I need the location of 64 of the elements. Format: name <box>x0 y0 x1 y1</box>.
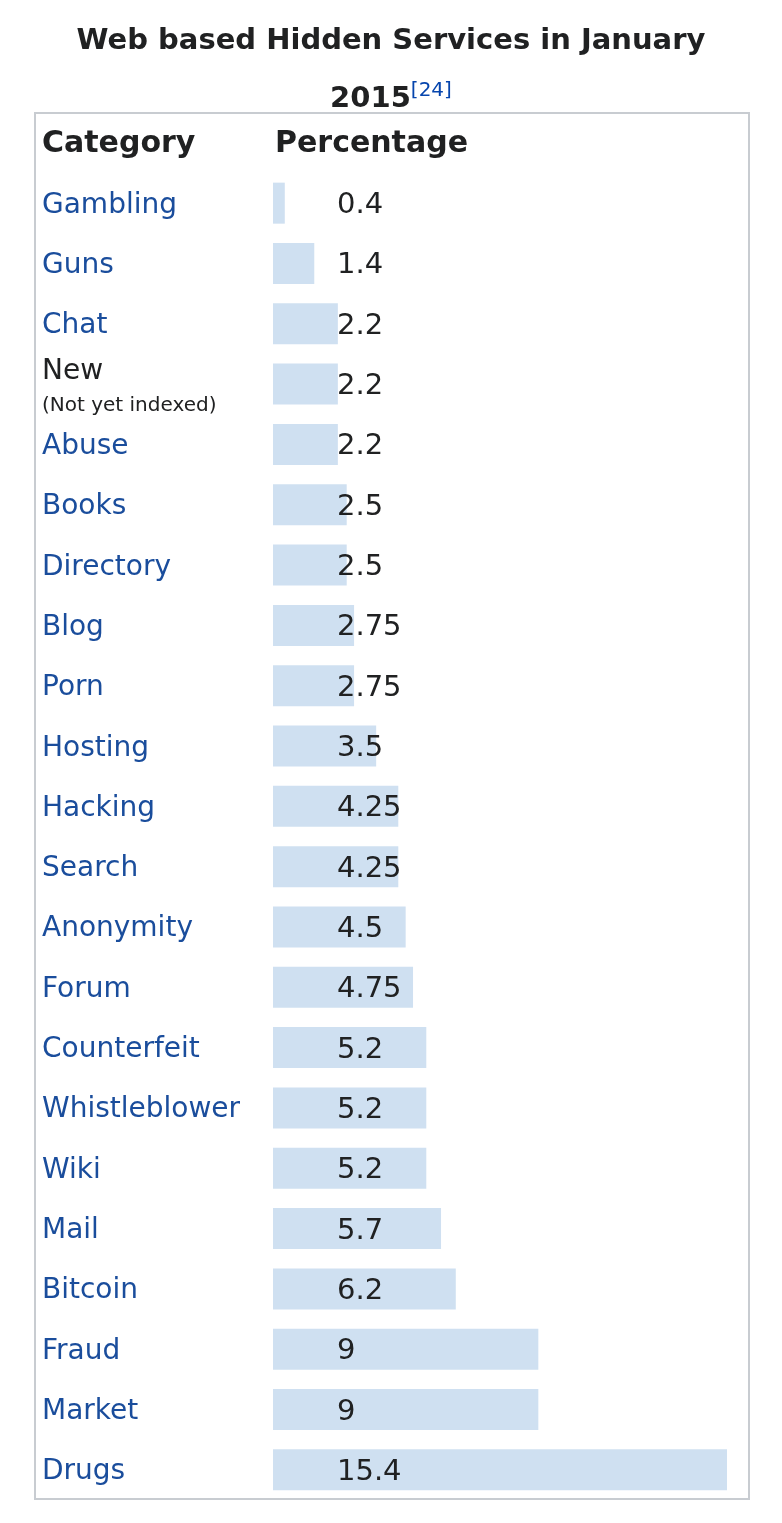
y-tick-label: Porn <box>42 669 104 703</box>
y-tick-label: Gambling <box>42 186 177 220</box>
data-label: 4.75 <box>337 970 402 1005</box>
bar <box>273 1208 442 1250</box>
bar <box>273 966 414 1008</box>
data-label: 2.2 <box>337 367 384 402</box>
data-label: 5.2 <box>337 1090 384 1125</box>
y-tick-label: Search <box>42 850 139 884</box>
bar <box>273 846 399 888</box>
x-axis-title: Percentage <box>275 124 469 159</box>
y-tick-label: Abuse <box>42 427 129 461</box>
data-label: 2.5 <box>337 548 384 583</box>
bar <box>273 785 399 827</box>
data-label: 9 <box>337 1392 356 1427</box>
y-tick-label: Chat <box>42 307 108 341</box>
data-label: 2.2 <box>337 306 384 341</box>
data-label: 2.75 <box>337 668 402 703</box>
y-tick-label: Fraud <box>42 1332 121 1366</box>
bar <box>273 1268 456 1310</box>
data-label: 4.5 <box>337 909 384 944</box>
data-label: 1.4 <box>337 246 384 281</box>
y-tick-label: Books <box>42 488 127 522</box>
bar <box>273 242 315 284</box>
y-tick-label: Blog <box>42 608 104 642</box>
y-tick-label: Whistleblower <box>42 1091 241 1125</box>
data-label: 6.2 <box>337 1271 384 1306</box>
y-tick-label: Anonymity <box>42 910 193 944</box>
y-tick-label: Market <box>42 1393 139 1427</box>
bar <box>273 1147 427 1189</box>
y-axis-title: Category <box>42 124 196 159</box>
data-label: 2.75 <box>337 608 402 643</box>
data-label: 5.2 <box>337 1030 384 1065</box>
y-tick-label: Wiki <box>42 1151 101 1185</box>
bar <box>273 906 406 948</box>
data-label: 5.7 <box>337 1211 384 1246</box>
y-tick-label: Bitcoin <box>42 1272 139 1306</box>
data-label: 2.2 <box>337 427 384 462</box>
bar <box>273 363 338 405</box>
y-tick-label: Forum <box>42 970 131 1004</box>
bar <box>273 303 338 345</box>
bar <box>273 1087 427 1129</box>
data-label: 9 <box>337 1332 356 1367</box>
bar <box>273 1389 539 1431</box>
y-tick-label: Guns <box>42 246 114 280</box>
y-tick-label: Directory <box>42 548 172 582</box>
chart-title: Web based Hidden Services in January 2015$^{[24]}$ <box>75 21 707 116</box>
data-label: 4.25 <box>337 789 402 824</box>
y-tick-label: New (Not yet indexed) <box>42 352 217 417</box>
bar <box>273 1328 539 1370</box>
y-tick-label: Mail <box>42 1212 99 1246</box>
data-label: 0.4 <box>337 186 384 221</box>
data-label: 15.4 <box>337 1452 402 1487</box>
data-label: 5.2 <box>337 1151 384 1186</box>
y-tick-label: Drugs <box>42 1453 126 1487</box>
bar <box>273 1027 427 1069</box>
bar <box>273 182 285 224</box>
y-tick-label: Counterfeit <box>42 1031 200 1065</box>
y-tick-label: Hacking <box>42 789 156 823</box>
bar <box>273 1449 727 1491</box>
data-label: 2.5 <box>337 487 384 522</box>
y-tick-label: Hosting <box>42 729 150 763</box>
bar <box>273 423 338 465</box>
data-label: 3.5 <box>337 729 384 764</box>
data-label: 4.25 <box>337 849 402 884</box>
